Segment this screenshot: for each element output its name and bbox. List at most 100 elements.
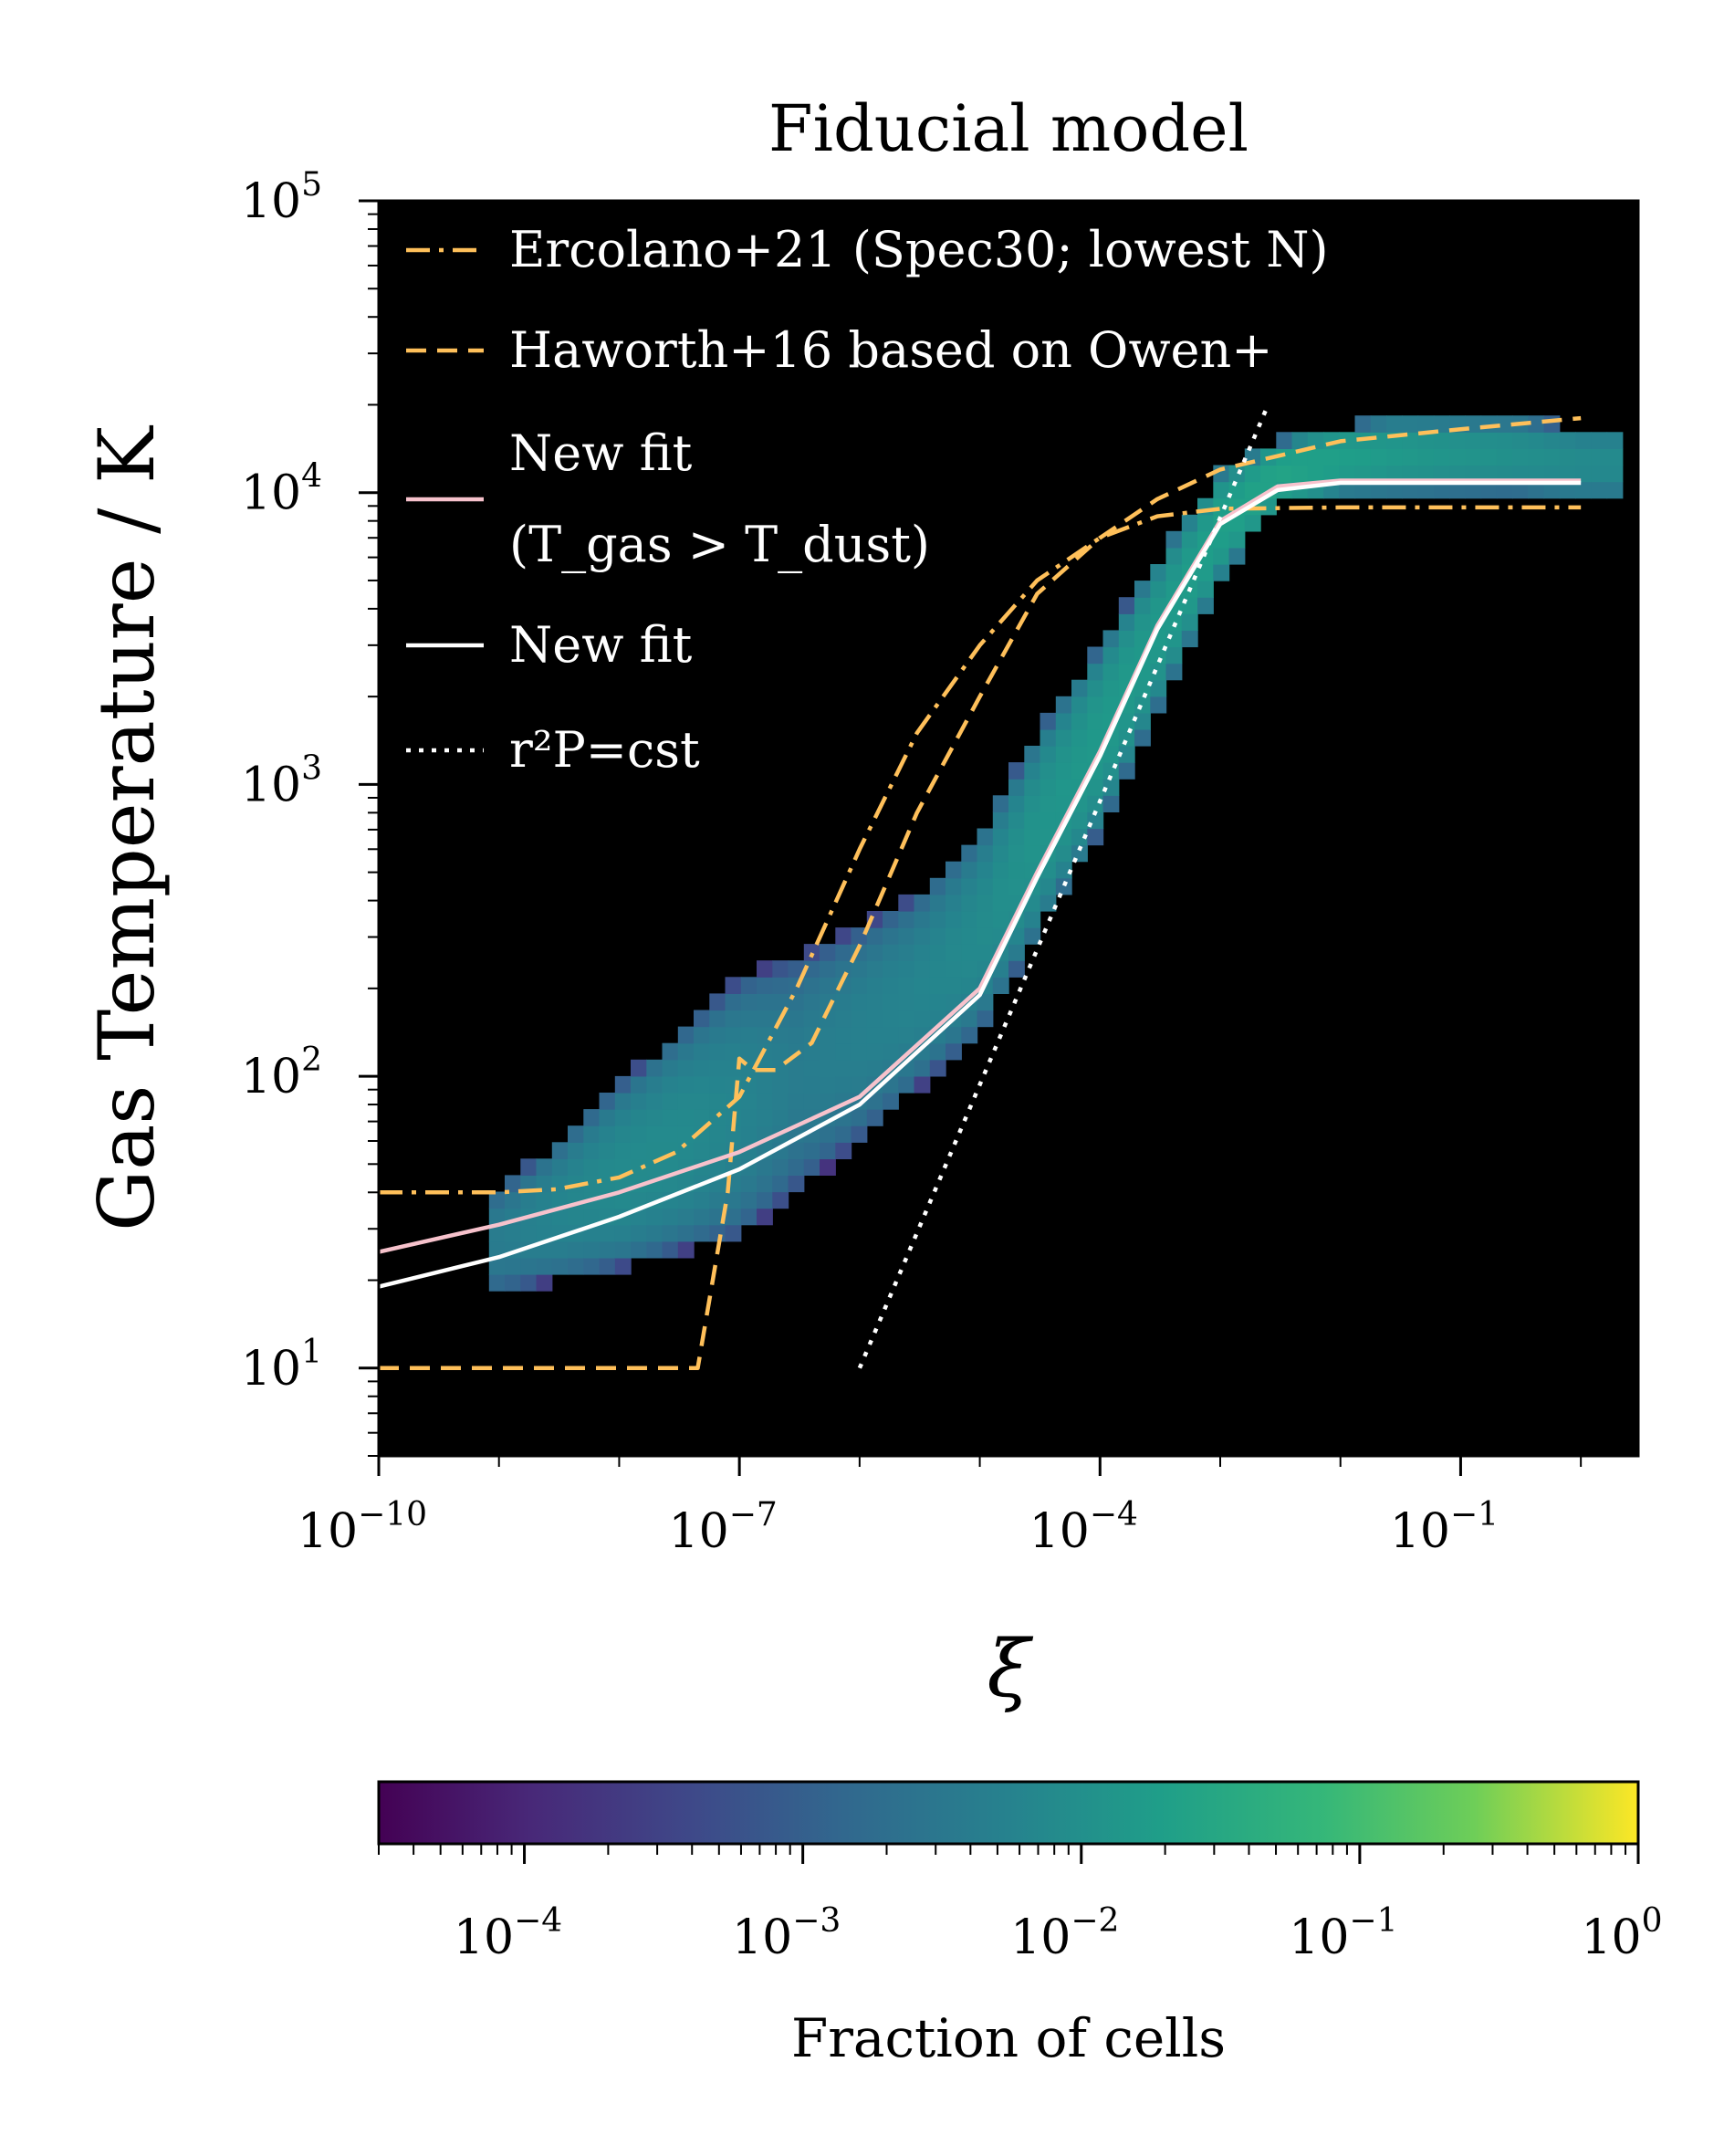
heatmap-cell (520, 1175, 538, 1193)
heatmap-cell (866, 993, 883, 1011)
heatmap-cell (614, 1109, 632, 1126)
heatmap-cell (1465, 465, 1482, 483)
heatmap-cell (977, 927, 994, 945)
heatmap-cell (992, 877, 1009, 895)
heatmap-cell (1055, 712, 1072, 730)
heatmap-cell (803, 977, 820, 994)
heatmap-cell (1071, 811, 1088, 830)
heatmap-cell (1040, 779, 1057, 796)
heatmap-cell (1102, 696, 1120, 714)
heatmap-cell (1543, 448, 1561, 466)
heatmap-cell (977, 844, 994, 863)
heatmap-cell (662, 1224, 679, 1242)
heatmap-cell (946, 960, 962, 978)
heatmap-cell (961, 844, 978, 863)
heatmap-cell (1606, 432, 1624, 449)
heatmap-cell (788, 1026, 805, 1044)
heatmap-cell (631, 1075, 647, 1094)
heatmap-cell (835, 993, 852, 1011)
heatmap-cell (1134, 597, 1151, 614)
series-line-3 (379, 478, 1582, 1254)
y-tick-label: 103 (241, 749, 322, 812)
heatmap-cell (677, 1224, 695, 1242)
heatmap-cell (694, 1026, 710, 1044)
heatmap-cell (1354, 415, 1372, 433)
heatmap-cell (1417, 448, 1435, 466)
heatmap-cell (992, 844, 1009, 863)
heatmap-cell (1543, 465, 1561, 483)
heatmap-cell (1087, 728, 1104, 747)
heatmap-cell (1591, 465, 1608, 483)
heatmap-cell (1386, 481, 1403, 499)
heatmap-cell (677, 1075, 695, 1094)
heatmap-cell (568, 1158, 584, 1176)
heatmap-cell (866, 944, 883, 961)
heatmap-cell (709, 1224, 726, 1242)
heatmap-cell (1055, 728, 1072, 747)
heatmap-cell (646, 1158, 663, 1176)
heatmap-cell (992, 811, 1009, 830)
heatmap-cell (677, 1059, 695, 1077)
heatmap-cell (1575, 448, 1592, 466)
heatmap-cell (662, 1093, 679, 1110)
heatmap-cell (772, 1026, 789, 1044)
heatmap-cell (961, 911, 978, 928)
heatmap-cell (1496, 432, 1513, 449)
heatmap-cell (851, 1075, 868, 1094)
heatmap-cell (1134, 712, 1151, 730)
heatmap-cell (788, 960, 805, 978)
heatmap-cell (992, 911, 1009, 928)
heatmap-cell (820, 1093, 836, 1110)
heatmap-cell (488, 1240, 506, 1259)
heatmap-cell (866, 1109, 883, 1126)
heatmap-cell (1339, 448, 1356, 466)
heatmap-cell (1307, 448, 1324, 466)
heatmap-cell (961, 1010, 978, 1028)
heatmap-cell (599, 1109, 616, 1126)
heatmap-cell (866, 1010, 883, 1028)
heatmap-cell (929, 877, 946, 895)
series-line-5 (857, 403, 1270, 1369)
heatmap-cell (1150, 581, 1167, 598)
series-line-2 (379, 415, 1582, 1371)
heatmap-cell (614, 1093, 632, 1110)
heatmap-cell (946, 944, 962, 961)
heatmap-cell (599, 1257, 616, 1275)
heatmap-cell (835, 1059, 852, 1077)
heatmap-cell (1480, 432, 1498, 449)
colorbar-tick-label: 100 (1581, 1902, 1662, 1965)
heatmap-cell (757, 1175, 773, 1193)
x-tick-label: 10−10 (298, 1496, 427, 1559)
heatmap-cell (1040, 894, 1057, 912)
heatmap-cell (520, 1191, 538, 1209)
heatmap-cell (803, 1093, 820, 1110)
heatmap-cell (914, 977, 931, 994)
heatmap-cell (1402, 415, 1419, 433)
heatmap-cell (662, 1075, 679, 1094)
heatmap-cell (992, 894, 1009, 912)
heatmap-cell (914, 1010, 931, 1028)
heatmap-cell (820, 960, 836, 978)
heatmap-cell (946, 894, 962, 912)
heatmap-cell (772, 1093, 789, 1110)
heatmap-cell (740, 1125, 758, 1143)
heatmap-cell (614, 1257, 632, 1275)
heatmap-cell (536, 1240, 553, 1259)
heatmap-cell (662, 1208, 679, 1226)
heatmap-cell (709, 1142, 726, 1159)
heatmap-cell (725, 993, 742, 1011)
heatmap-cell (1480, 448, 1498, 466)
heatmap-cell (1433, 448, 1450, 466)
heatmap-cell (803, 1142, 820, 1159)
heatmap-cell (883, 1042, 899, 1061)
heatmap-cell (1134, 613, 1151, 631)
legend-label: Haworth+16 based on Owen+ (509, 321, 1273, 379)
series-line-4 (379, 480, 1582, 1289)
heatmap-cell (709, 993, 726, 1011)
heatmap-cell (583, 1158, 601, 1176)
heatmap-cell (1008, 779, 1025, 796)
heatmap-cell (1008, 944, 1025, 961)
heatmap-cell (851, 1059, 868, 1077)
heatmap-cell (914, 1059, 931, 1077)
heatmap-cell (677, 1125, 695, 1143)
